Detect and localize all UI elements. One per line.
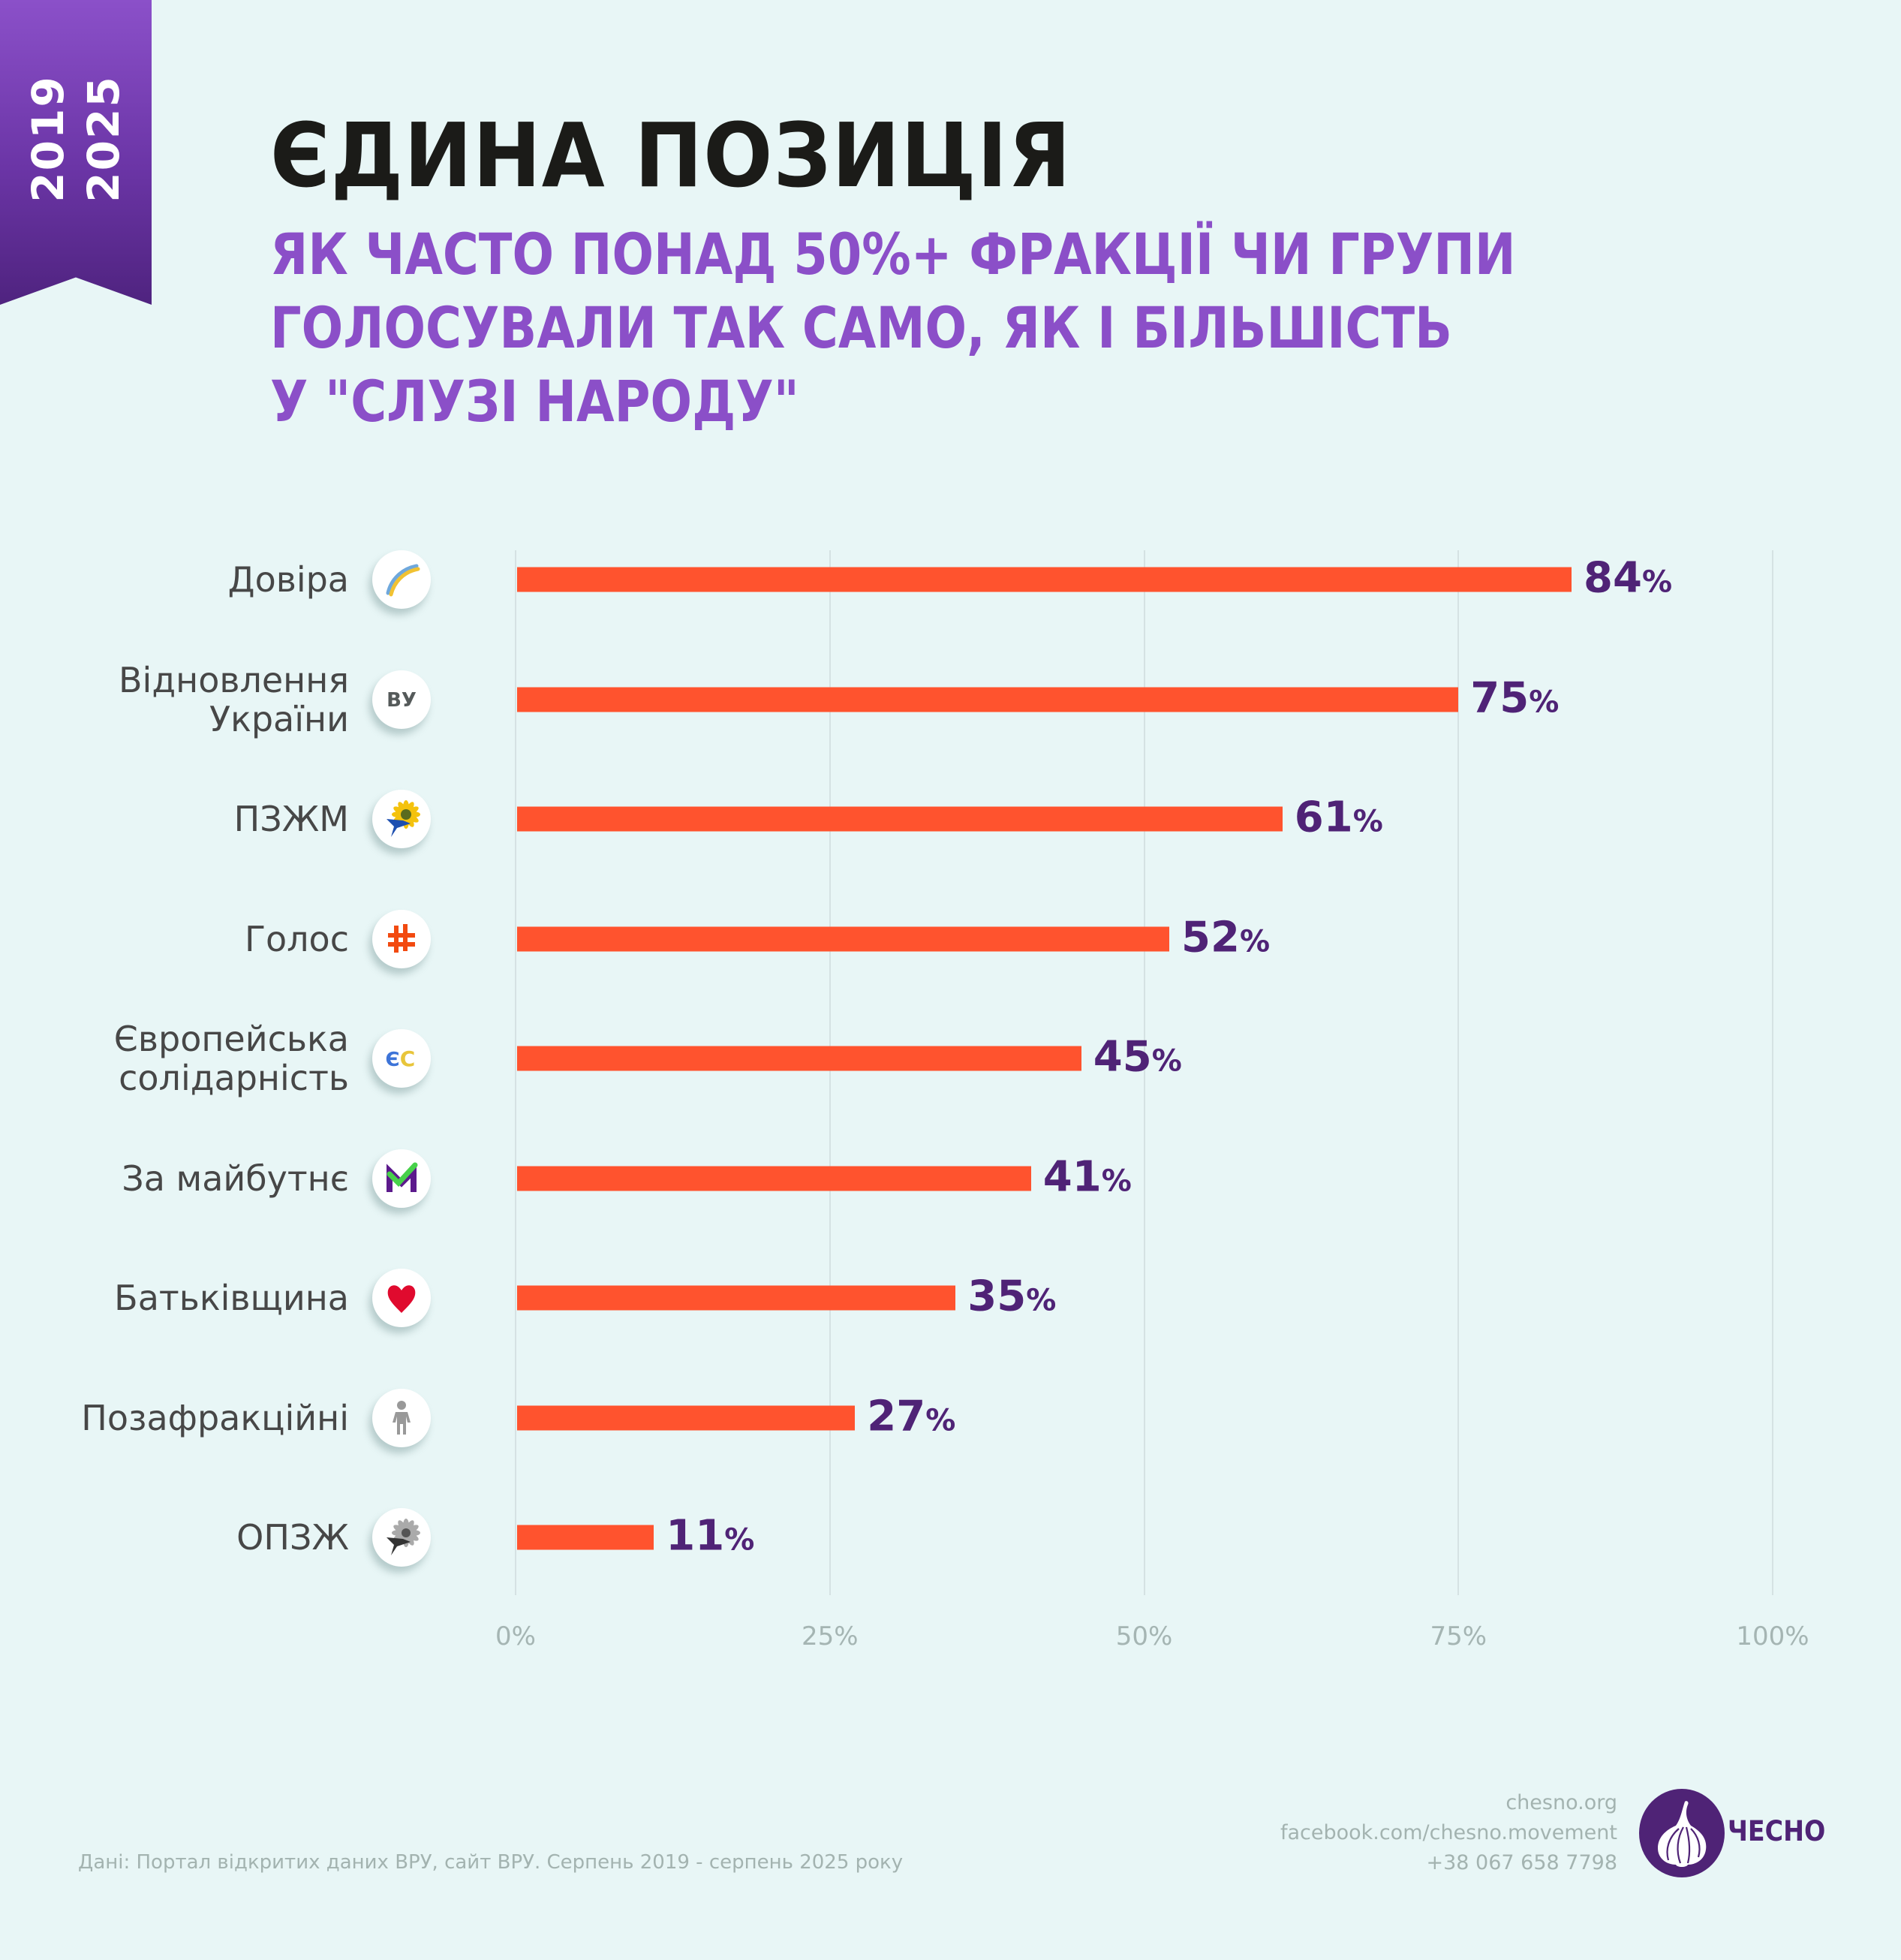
chesno-logo	[1639, 1789, 1725, 1877]
vu-letters-icon: ВУ	[372, 670, 431, 729]
checkmark-m-icon	[372, 1149, 431, 1208]
category-label-line: України	[209, 698, 349, 739]
category-label-line: Європейська	[113, 1019, 349, 1059]
x-tick-label: 100%	[1736, 1621, 1809, 1651]
category-label: Батьківщина	[114, 1278, 349, 1317]
dovira-rainbow-icon	[372, 550, 431, 609]
bar	[517, 687, 1459, 712]
bar	[517, 1046, 1081, 1071]
person-icon	[372, 1388, 431, 1447]
subtitle-line: ГОЛОСУВАЛИ ТАК САМО, ЯК І БІЛЬШІСТЬ	[270, 294, 1452, 361]
svg-text:Є: Є	[385, 1049, 399, 1071]
category-label: Відновлення України	[119, 661, 349, 739]
years-ribbon: 2019 2025	[0, 0, 152, 305]
bar	[517, 806, 1283, 832]
category-label-line: ОПЗЖ	[236, 1517, 349, 1558]
phone-number: +38 067 658 7798	[1426, 1851, 1617, 1874]
golos-hashtag-icon	[372, 909, 431, 968]
data-label: 41%	[1042, 1152, 1132, 1201]
x-tick-label: 75%	[1430, 1621, 1487, 1651]
website-link[interactable]: chesno.org	[1505, 1791, 1617, 1814]
gridline	[1143, 550, 1145, 1595]
gridline	[829, 550, 831, 1595]
data-label: 61%	[1294, 793, 1383, 842]
category-label-line: За майбутнє	[122, 1158, 349, 1199]
gridline	[515, 550, 516, 1595]
subtitle-line: У "СЛУЗІ НАРОДУ"	[270, 368, 799, 435]
subtitle-line: ЯК ЧАСТО ПОНАД 50%+ ФРАКЦІЇ ЧИ ГРУПИ	[270, 221, 1516, 288]
x-tick-label: 50%	[1115, 1621, 1173, 1651]
data-label: 27%	[867, 1392, 956, 1441]
page-subtitle: ЯК ЧАСТО ПОНАД 50%+ ФРАКЦІЇ ЧИ ГРУПИ ГОЛ…	[270, 218, 1516, 438]
x-tick-label: 0%	[495, 1621, 536, 1651]
heart-icon	[372, 1269, 431, 1327]
data-label: 45%	[1093, 1032, 1182, 1082]
category-label: Голос	[245, 920, 349, 959]
category-label: Позафракційні	[81, 1398, 349, 1438]
page-title: ЄДИНА ПОЗИЦІЯ	[270, 104, 1072, 207]
bar	[517, 926, 1169, 951]
category-label-line: Довіра	[227, 559, 349, 600]
data-source-note: Дані: Портал відкритих даних ВРУ, сайт В…	[78, 1851, 904, 1874]
category-label-line: Батьківщина	[114, 1278, 349, 1318]
grey-sunflower-dove-icon	[372, 1508, 431, 1567]
data-label: 52%	[1181, 913, 1271, 962]
category-label-line: солідарність	[119, 1058, 349, 1098]
bar	[517, 1285, 956, 1311]
x-tick-label: 25%	[801, 1621, 859, 1651]
category-label-line: Позафракційні	[81, 1397, 349, 1438]
data-label: 35%	[967, 1272, 1057, 1321]
gridline	[1457, 550, 1460, 1595]
garlic-icon	[1658, 1801, 1707, 1867]
bar	[517, 567, 1572, 592]
data-label: 84%	[1584, 553, 1673, 603]
svg-text:С: С	[400, 1046, 416, 1071]
data-label: 11%	[666, 1511, 755, 1561]
category-label: ОПЗЖ	[236, 1518, 349, 1557]
sunflower-dove-icon	[372, 790, 431, 848]
category-label-line: Голос	[244, 918, 349, 959]
category-label-line: ПЗЖМ	[233, 799, 349, 839]
category-label: ПЗЖМ	[234, 799, 349, 838]
svg-text:ВУ: ВУ	[387, 689, 417, 712]
contacts: chesno.org facebook.com/chesno.movement …	[1280, 1788, 1617, 1878]
gridline	[1772, 550, 1773, 1595]
category-label: Європейська солідарність	[114, 1019, 349, 1097]
bar	[517, 1525, 654, 1550]
category-label: Довіра	[228, 560, 349, 599]
facebook-link[interactable]: facebook.com/chesno.movement	[1280, 1821, 1617, 1844]
data-label: 75%	[1470, 673, 1560, 722]
category-label-line: Відновлення	[119, 659, 349, 700]
chesno-logo-text: ЧЕСНО	[1728, 1815, 1826, 1847]
category-label: За майбутнє	[122, 1159, 349, 1198]
bar	[517, 1166, 1031, 1191]
bar	[517, 1405, 856, 1430]
